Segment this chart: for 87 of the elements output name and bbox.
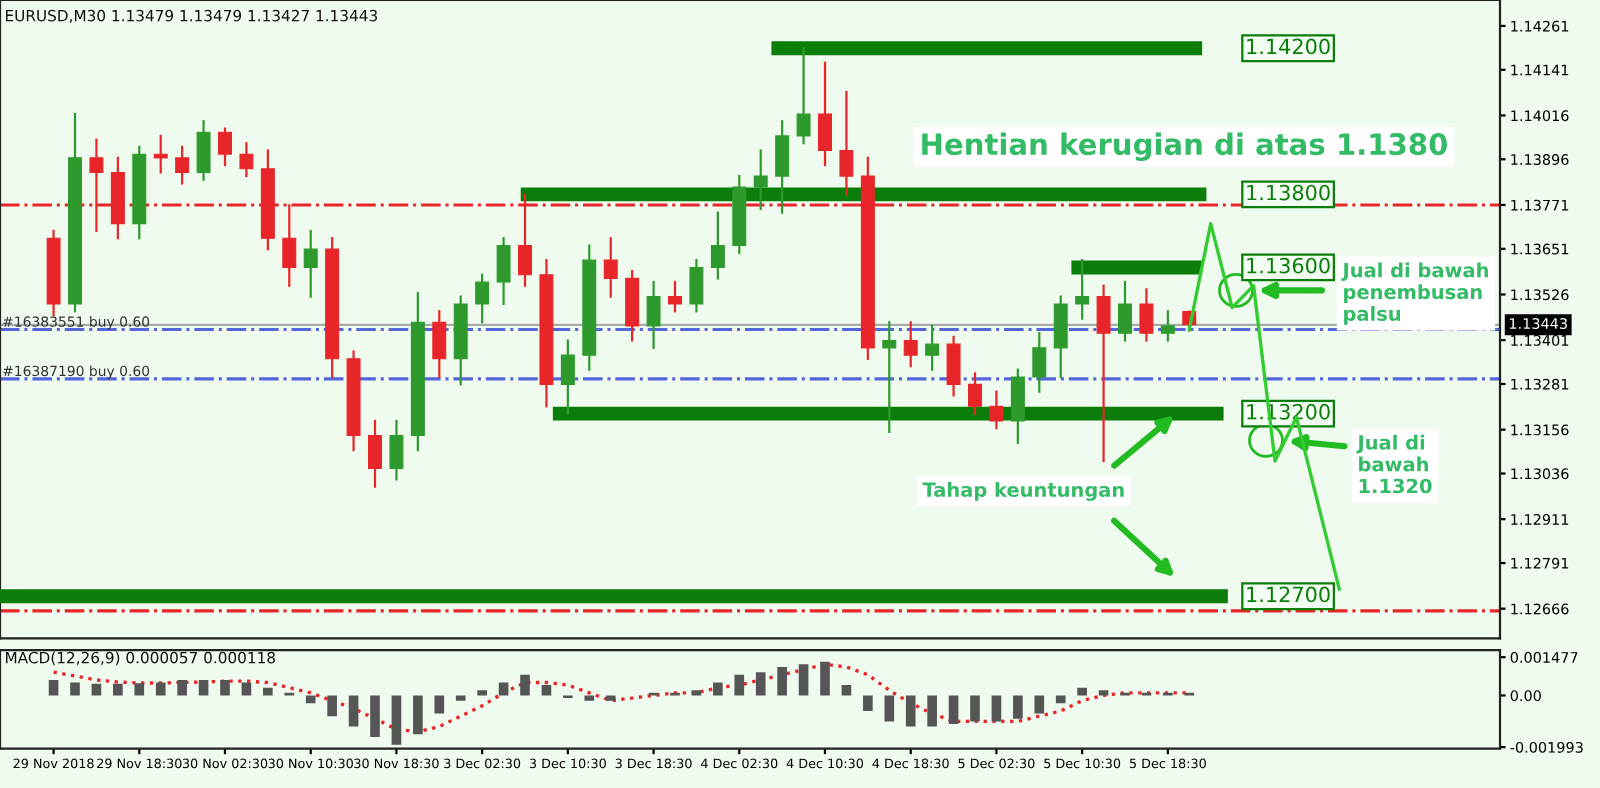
bar <box>584 695 595 701</box>
candlestick <box>239 142 254 178</box>
line-series <box>51 662 1191 734</box>
candlestick <box>1075 259 1090 320</box>
bar <box>348 695 359 727</box>
candlestick <box>1139 288 1154 342</box>
candlestick <box>710 211 725 280</box>
bar <box>477 690 487 696</box>
candlestick <box>560 339 575 415</box>
bar <box>220 679 230 696</box>
bar <box>927 695 937 727</box>
ref-line-label: 1.13800 <box>1247 184 1330 201</box>
bar <box>413 695 423 735</box>
annotation: Jual di bawah 1.1320 <box>1356 434 1432 494</box>
bar <box>455 695 466 701</box>
candlestick <box>432 310 447 379</box>
candlestick <box>1096 284 1111 463</box>
candlestick <box>668 280 682 313</box>
candlestick <box>303 229 318 298</box>
bar <box>1077 687 1087 696</box>
bar <box>863 695 873 712</box>
bar <box>198 679 209 696</box>
candlestick <box>1160 310 1175 342</box>
candlestick <box>882 321 897 433</box>
candlestick <box>1118 280 1132 342</box>
bar <box>370 695 380 737</box>
bar <box>798 664 809 696</box>
candlestick <box>689 259 704 313</box>
candlestick <box>903 321 918 368</box>
bar <box>134 683 145 696</box>
bar <box>155 682 166 696</box>
annotation: Tahap keuntungan <box>922 481 1124 501</box>
bar <box>1055 695 1066 704</box>
bar <box>1098 690 1109 696</box>
bar <box>70 682 80 696</box>
bar <box>113 683 123 696</box>
bar <box>905 695 916 727</box>
candlestick <box>946 335 961 397</box>
bar <box>541 685 552 696</box>
bar <box>884 695 895 722</box>
ref-line-label: 1.12700 <box>1247 586 1330 603</box>
candlestick <box>196 120 211 181</box>
candlestick <box>796 47 811 145</box>
candlestick <box>218 127 232 167</box>
bar <box>734 674 745 696</box>
candlestick <box>175 145 190 185</box>
annotation: Hentian kerugian di atas 1.1380 <box>922 132 1448 162</box>
bar <box>327 695 337 717</box>
bar <box>263 687 273 696</box>
bar <box>777 666 787 696</box>
bar <box>305 695 316 704</box>
bar <box>1013 695 1023 719</box>
bar <box>605 695 616 701</box>
candlestick <box>989 390 1004 430</box>
candlestick <box>496 237 511 306</box>
bar <box>841 685 852 696</box>
candlestick <box>1032 332 1047 393</box>
annotation: Jual di bawah penembusan palsu <box>1341 262 1488 325</box>
candlestick <box>839 90 854 196</box>
bar <box>948 695 959 724</box>
candlestick <box>753 149 768 211</box>
candlestick <box>368 419 382 488</box>
candlestick <box>968 372 982 415</box>
ref-line-label: 1.14200 <box>1247 38 1330 55</box>
bar <box>48 679 59 696</box>
bar <box>713 682 723 696</box>
bar <box>520 674 530 696</box>
candlestick <box>603 237 618 298</box>
candlestick <box>646 280 661 349</box>
candlestick <box>625 269 640 342</box>
candlestick <box>475 273 490 324</box>
candlestick <box>775 120 790 214</box>
candlestick <box>1053 295 1068 379</box>
bar <box>434 695 445 714</box>
bar <box>391 695 402 745</box>
candlestick <box>389 419 404 481</box>
ref-line-label: 1.13600 <box>1247 257 1330 274</box>
bar <box>820 661 830 696</box>
bar <box>177 679 187 696</box>
bar <box>970 695 980 722</box>
candlestick <box>925 324 940 371</box>
bar <box>1034 695 1045 714</box>
bar <box>755 672 766 696</box>
bar <box>691 690 702 696</box>
bar <box>991 695 1002 722</box>
candlestick <box>818 61 832 167</box>
candlestick <box>1010 368 1025 444</box>
